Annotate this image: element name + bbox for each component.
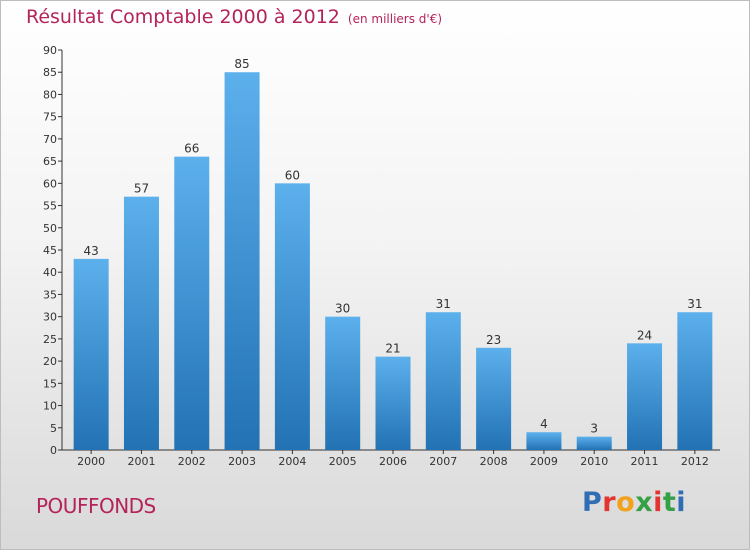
bar-2010	[576, 436, 612, 450]
y-tick-label: 65	[43, 155, 57, 168]
data-label-2000: 43	[84, 244, 99, 258]
data-label-2007: 31	[436, 297, 451, 311]
bar-2004	[274, 183, 310, 451]
y-tick-label: 55	[43, 200, 57, 213]
y-tick-label: 90	[43, 44, 57, 57]
x-tick-label: 2003	[228, 455, 256, 468]
x-tick-label: 2010	[580, 455, 608, 468]
y-tick-label: 30	[43, 311, 57, 324]
labels-group: 2000432001572002662003852004602005302006…	[77, 57, 709, 468]
logo-letter: P	[582, 487, 603, 518]
x-tick-label: 2007	[429, 455, 457, 468]
bar-2002	[174, 156, 210, 450]
y-tick-label: 50	[43, 222, 57, 235]
data-label-2006: 21	[385, 342, 400, 356]
data-label-2011: 24	[637, 328, 652, 342]
data-label-2002: 66	[184, 142, 199, 156]
x-tick-label: 2004	[278, 455, 306, 468]
bar-2007	[425, 312, 461, 450]
x-tick-label: 2009	[530, 455, 558, 468]
data-label-2004: 60	[285, 168, 300, 182]
title-unit: (en milliers d'€)	[347, 12, 443, 26]
logo-letter: i	[676, 487, 687, 518]
x-tick-label: 2001	[127, 455, 155, 468]
y-tick-label: 25	[43, 333, 57, 346]
logo-letter: x	[635, 487, 654, 518]
data-label-2005: 30	[335, 302, 350, 316]
logo-letter: i	[653, 487, 663, 518]
data-label-2012: 31	[687, 297, 702, 311]
y-tick-label: 20	[43, 355, 57, 368]
x-tick-label: 2005	[329, 455, 357, 468]
proxiti-logo: Proxiti	[582, 487, 686, 518]
x-tick-label: 2011	[631, 455, 659, 468]
bar-2009	[526, 432, 562, 450]
bars-group	[73, 72, 713, 451]
y-tick-label: 15	[43, 377, 57, 390]
logo-letter: t	[662, 487, 677, 518]
bar-2012	[677, 312, 713, 450]
data-label-2009: 4	[540, 417, 548, 431]
x-tick-label: 2008	[480, 455, 508, 468]
y-tick-label: 40	[43, 266, 57, 279]
title-text: Résultat Comptable 2000 à 2012	[26, 6, 340, 28]
y-tick-label: 80	[43, 88, 57, 101]
bar-2011	[627, 343, 663, 450]
chart-title: Résultat Comptable 2000 à 2012 (en millie…	[26, 6, 442, 28]
logo-letter: r	[602, 487, 617, 518]
x-tick-label: 2000	[77, 455, 105, 468]
bar-2000	[73, 258, 109, 450]
y-tick-label: 60	[43, 177, 57, 190]
x-tick-label: 2012	[681, 455, 709, 468]
city-name: POUFFONDS	[36, 494, 156, 518]
logo-letter: o	[616, 487, 636, 518]
y-tick-label: 10	[43, 400, 57, 413]
x-tick-label: 2006	[379, 455, 407, 468]
axes: 0 5 10 15 20 25 30 35 40 45 50 55 60 65 70 75 80 85 90	[43, 44, 720, 457]
x-tick-label: 2002	[178, 455, 206, 468]
data-label-2003: 85	[234, 57, 249, 71]
y-tick-label: 70	[43, 133, 57, 146]
y-tick-label: 35	[43, 288, 57, 301]
bar-2005	[325, 316, 361, 450]
bar-2006	[375, 356, 411, 450]
y-tick-label: 0	[50, 444, 57, 457]
bar-2003	[224, 72, 260, 450]
bar-2008	[476, 347, 512, 450]
data-label-2001: 57	[134, 182, 149, 196]
y-tick-label: 85	[43, 66, 57, 79]
y-tick-label: 75	[43, 111, 57, 124]
data-label-2010: 3	[590, 422, 598, 436]
y-tick-label: 5	[50, 422, 57, 435]
data-label-2008: 23	[486, 333, 501, 347]
y-tick-label: 45	[43, 244, 57, 257]
bar-2001	[123, 196, 159, 450]
